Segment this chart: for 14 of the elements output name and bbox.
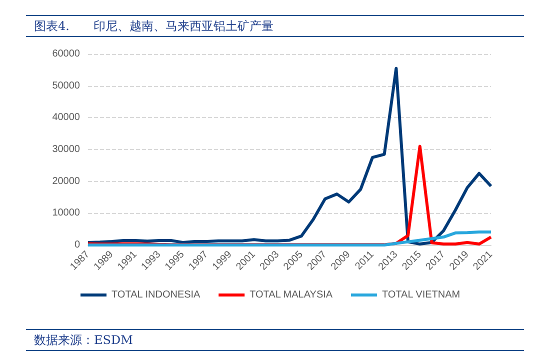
y-tick-label: 50000 — [52, 80, 80, 92]
legend-label: TOTAL MALAYSIA — [250, 290, 333, 300]
legend-label: TOTAL VIETNAM — [382, 290, 460, 300]
chart-title: 图表4. 印尼、越南、马来西亚铝土矿产量 — [26, 15, 524, 37]
line-series — [86, 66, 492, 246]
line-series — [86, 230, 492, 246]
y-tick-label: 0 — [74, 240, 80, 250]
y-tick-label: 40000 — [52, 112, 80, 124]
y-tick-label: 20000 — [52, 176, 80, 187]
y-tick-label: 60000 — [52, 48, 80, 60]
y-tick-label: 10000 — [52, 208, 80, 219]
legend-label: TOTAL INDONESIA — [112, 290, 201, 300]
y-tick-label: 30000 — [52, 144, 80, 155]
source-note: 数据来源：ESDM — [26, 329, 524, 351]
